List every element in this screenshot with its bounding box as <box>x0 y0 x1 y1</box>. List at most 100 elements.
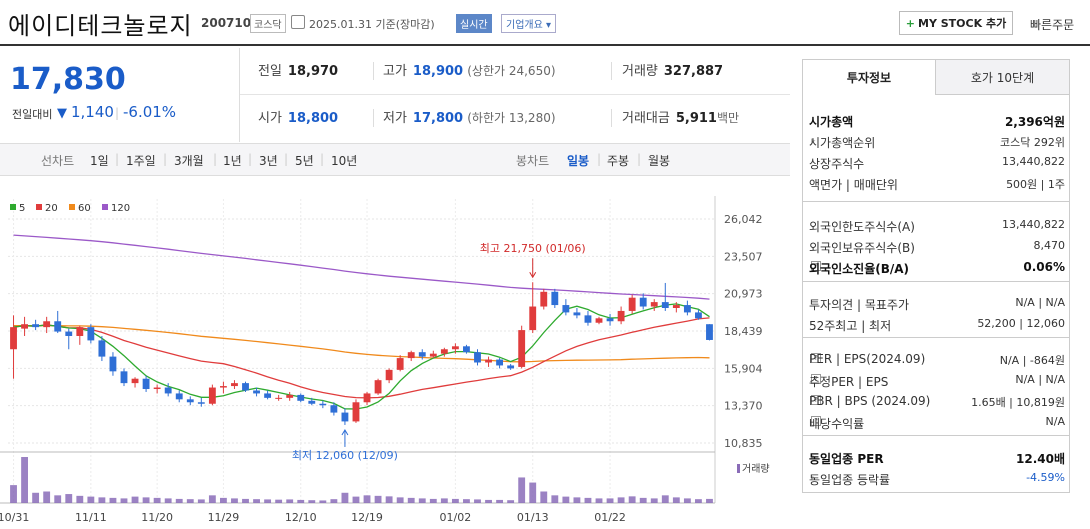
investment-info-panel: 투자정보 호가 10단계 시가총액 2,396억원 시가총액순위 ▸ 코스닥 292위 상… <box>802 59 1070 493</box>
candle-body <box>695 312 702 319</box>
section-foreign: 외국인한도주식수(A) 13,440,822 외국인보유주식수(B) 8,470 외국인… <box>803 202 1069 282</box>
info-label: 투자의견 | 목표주가 <box>809 298 909 312</box>
period-5y[interactable]: 5년 <box>295 154 314 168</box>
volume-bar <box>21 457 28 503</box>
period-1w[interactable]: 1주일 <box>126 154 156 168</box>
legend-label: 120 <box>111 203 130 214</box>
arrow-right-icon[interactable]: ▸ <box>811 452 816 462</box>
candle-body <box>429 353 437 357</box>
help-icon[interactable]: ? <box>811 416 821 426</box>
realtime-button[interactable]: 실시간 <box>456 14 492 33</box>
prev-close: 전일 18,970 <box>258 64 339 79</box>
corp-info-dropdown[interactable]: 기업개요 ▾ <box>501 14 556 33</box>
volume-bar <box>706 498 713 503</box>
period-1y[interactable]: 1년 <box>223 154 242 168</box>
info-row: 52주최고 | 최저 52,200 | 12,060 <box>809 315 1065 335</box>
section-opinion: 투자의견 | 목표주가 N/A | N/A 52주최고 | 최저 52,200 | 1… <box>803 282 1069 338</box>
candle-body <box>606 318 614 322</box>
info-row: PER | EPS(2024.09)? N/A | -864원 <box>809 350 1065 370</box>
candle-body <box>253 390 260 394</box>
info-row: 액면가 | 매매단위 500원 | 1주 <box>809 174 1065 194</box>
plus-icon: + <box>905 16 916 30</box>
volume-bar <box>451 498 459 503</box>
arrow-right-icon[interactable]: ▸ <box>811 473 816 483</box>
y-tick-label: 18,439 <box>724 325 763 338</box>
candle-body <box>463 346 470 353</box>
legend-swatch <box>36 204 42 210</box>
info-label: PBR | BPS (2024.09) <box>809 394 931 408</box>
candle-body <box>76 327 84 336</box>
help-icon[interactable]: ? <box>811 261 821 271</box>
volume-bar <box>197 499 205 503</box>
info-value: -4.59% <box>1026 471 1065 484</box>
candle-body <box>264 393 272 398</box>
tab-quote-10[interactable]: 호가 10단계 <box>936 60 1069 95</box>
quick-order-link[interactable]: 빠른주문 <box>1030 18 1075 32</box>
stock-chart: 26,042 23,507 20,973 18,439 15,904 13,370 10,8… <box>0 176 790 529</box>
add-mystock-button[interactable]: + MY STOCK 추가 <box>899 11 1013 35</box>
x-tick-label: 12/19 <box>351 511 383 524</box>
candle-body <box>617 310 625 322</box>
volume-bar <box>474 499 481 503</box>
legend-swatch <box>69 204 75 210</box>
line-chart-label: 선차트 <box>41 154 75 168</box>
candle-monthly[interactable]: 월봉 <box>648 154 671 168</box>
arrow-right-icon[interactable]: ▸ <box>811 136 816 146</box>
period-10y[interactable]: 10년 <box>331 154 358 168</box>
candle-body <box>628 297 636 311</box>
candle-body <box>706 324 713 340</box>
volume-bar <box>330 499 338 503</box>
legend-label: 20 <box>45 203 58 214</box>
help-icon[interactable]: ? <box>811 374 821 384</box>
candle-chart-label: 봉차트 <box>516 154 550 168</box>
max-annotation: 최고 21,750 (01/06) <box>480 242 586 255</box>
candle-body <box>32 324 40 328</box>
volume-bar <box>219 497 227 503</box>
volume-bar <box>175 498 183 503</box>
ma20-line <box>13 317 710 399</box>
change-label: 전일대비 <box>12 108 53 121</box>
info-label: 외국인소진율(B/A) <box>809 262 910 276</box>
change-percent: -6.01% <box>123 103 177 121</box>
info-label: 동일업종 PER <box>809 452 884 466</box>
candle-body <box>474 352 481 363</box>
candle-body <box>595 318 603 323</box>
candle-body <box>529 306 537 331</box>
separator: | <box>115 106 120 120</box>
volume-bar <box>440 498 448 503</box>
info-label: 추정PER | EPS <box>809 375 889 389</box>
volume-bar <box>264 499 272 503</box>
volume-bar <box>683 498 691 503</box>
candle-body <box>275 397 283 399</box>
info-value: 12.40배 <box>1016 452 1065 466</box>
volume: 거래량 327,887 <box>622 64 724 79</box>
candle-body <box>440 349 448 354</box>
volume-bar <box>352 496 360 503</box>
candle-body <box>131 378 139 384</box>
help-icon[interactable]: ? <box>811 353 821 363</box>
candle-body <box>407 352 415 359</box>
candle-weekly[interactable]: 주봉 <box>607 154 630 168</box>
info-value: N/A | N/A <box>1015 373 1065 386</box>
volume-bar <box>628 496 636 503</box>
candle-body <box>231 383 238 387</box>
volume-bar <box>418 498 426 503</box>
x-tick-label: 11/20 <box>141 511 173 524</box>
period-3m[interactable]: 3개월 <box>174 154 204 168</box>
volume-bar <box>562 496 570 503</box>
period-1d[interactable]: 1일 <box>90 154 109 168</box>
candle-daily[interactable]: 일봉 <box>567 154 590 168</box>
help-icon[interactable]: ? <box>811 395 821 405</box>
tab-investment-info[interactable]: 투자정보 <box>803 60 936 95</box>
info-row: 외국인소진율(B/A)? 0.06% <box>809 258 1065 278</box>
candle-body <box>219 386 227 388</box>
y-tick-label: 26,042 <box>724 213 763 226</box>
y-tick-label: 20,973 <box>724 288 763 301</box>
high-price: 고가 18,900 (상한가 24,650) <box>383 64 556 79</box>
info-value: 13,440,822 <box>1002 155 1065 168</box>
volume-bar <box>496 499 504 503</box>
volume-bar <box>286 499 294 503</box>
period-3y[interactable]: 3년 <box>259 154 278 168</box>
volume-bar <box>87 496 95 503</box>
